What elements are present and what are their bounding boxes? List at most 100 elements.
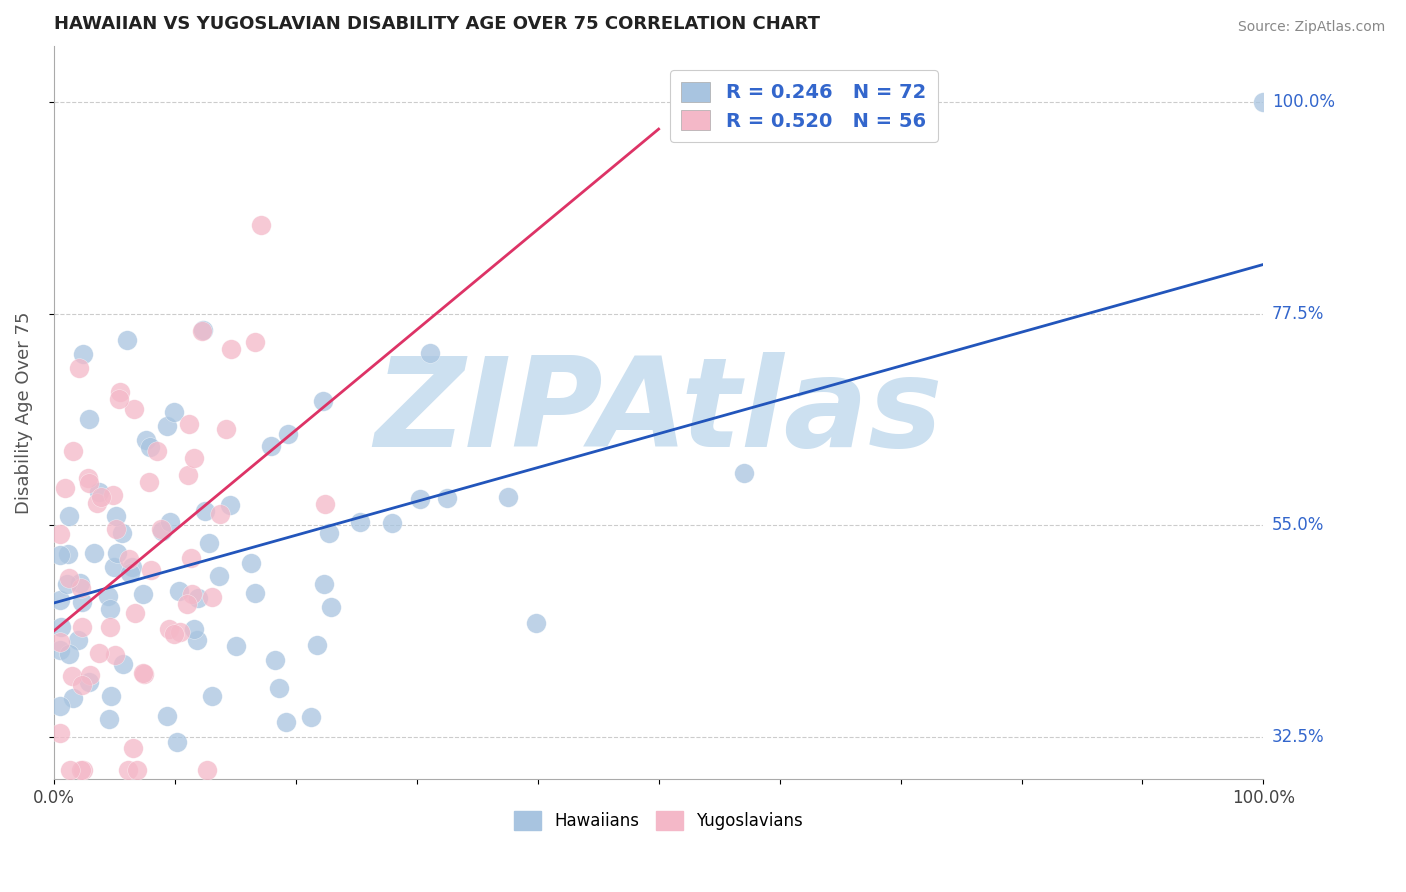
Point [225,639,247,653]
Point [277,426,299,441]
Point [208,507,231,521]
Point [49,634,72,648]
Point [734,466,756,480]
Point [183,622,205,636]
Point [381,516,404,530]
Point [108,385,131,400]
Point [66,633,89,648]
Point [79,667,101,681]
Point [135,434,157,448]
Point [208,569,231,583]
Point [132,665,155,680]
Point [49,726,72,740]
Point [180,551,202,566]
Point [215,422,238,436]
Point [67,361,90,376]
Point [77,411,100,425]
Point [62,691,84,706]
Point [118,566,141,581]
Point [72,347,94,361]
Point [243,586,266,600]
Point [186,632,208,647]
Point [76,471,98,485]
Point [141,563,163,577]
Point [167,583,190,598]
Point [419,346,441,360]
Legend: Hawaiians, Yugoslavians: Hawaiians, Yugoslavians [508,804,810,837]
Point [260,439,283,453]
Point [249,218,271,232]
Point [49,549,72,563]
Point [124,402,146,417]
Text: 55.0%: 55.0% [1272,516,1324,534]
Point [105,522,128,536]
Point [409,492,432,507]
Point [98,602,121,616]
Point [105,546,128,560]
Point [103,488,125,502]
Point [112,657,135,672]
Point [349,515,371,529]
Point [60,668,83,682]
Point [70,595,93,609]
Point [56,577,79,591]
Point [97,589,120,603]
Point [201,591,224,605]
Point [98,620,121,634]
Point [146,444,169,458]
Point [321,599,343,614]
Point [156,419,179,434]
Text: ZIPAtlas: ZIPAtlas [374,351,943,473]
Point [267,681,290,695]
Point [195,763,218,777]
Point [69,582,91,596]
Text: HAWAIIAN VS YUGOSLAVIAN DISABILITY AGE OVER 75 CORRELATION CHART: HAWAIIAN VS YUGOSLAVIAN DISABILITY AGE O… [53,15,820,33]
Point [103,560,125,574]
Point [62,443,84,458]
Point [89,646,111,660]
Point [107,392,129,406]
Point [263,652,285,666]
Point [49,698,72,713]
Text: 100.0%: 100.0% [1272,93,1334,112]
Point [51,620,73,634]
Point [176,598,198,612]
Point [117,333,139,347]
Point [299,710,322,724]
Point [1253,95,1275,109]
Point [69,575,91,590]
Point [194,503,217,517]
Y-axis label: Disability Age Over 75: Disability Age Over 75 [15,311,32,514]
Point [240,556,263,570]
Point [138,441,160,455]
Point [77,674,100,689]
Point [314,576,336,591]
Point [314,497,336,511]
Point [89,484,111,499]
Point [132,586,155,600]
Point [159,515,181,529]
Point [104,648,127,662]
Point [436,491,458,506]
Point [49,593,72,607]
Point [72,763,94,777]
Point [150,524,173,539]
Point [58,548,80,562]
Point [124,607,146,621]
Point [149,522,172,536]
Point [201,690,224,704]
Point [163,627,186,641]
Point [83,546,105,560]
Point [70,678,93,692]
Point [49,527,72,541]
Point [59,763,82,777]
Point [98,713,121,727]
Point [86,496,108,510]
Point [58,509,80,524]
Point [219,498,242,512]
Point [166,735,188,749]
Point [312,394,335,409]
Point [138,475,160,489]
Point [274,715,297,730]
Point [70,763,93,777]
